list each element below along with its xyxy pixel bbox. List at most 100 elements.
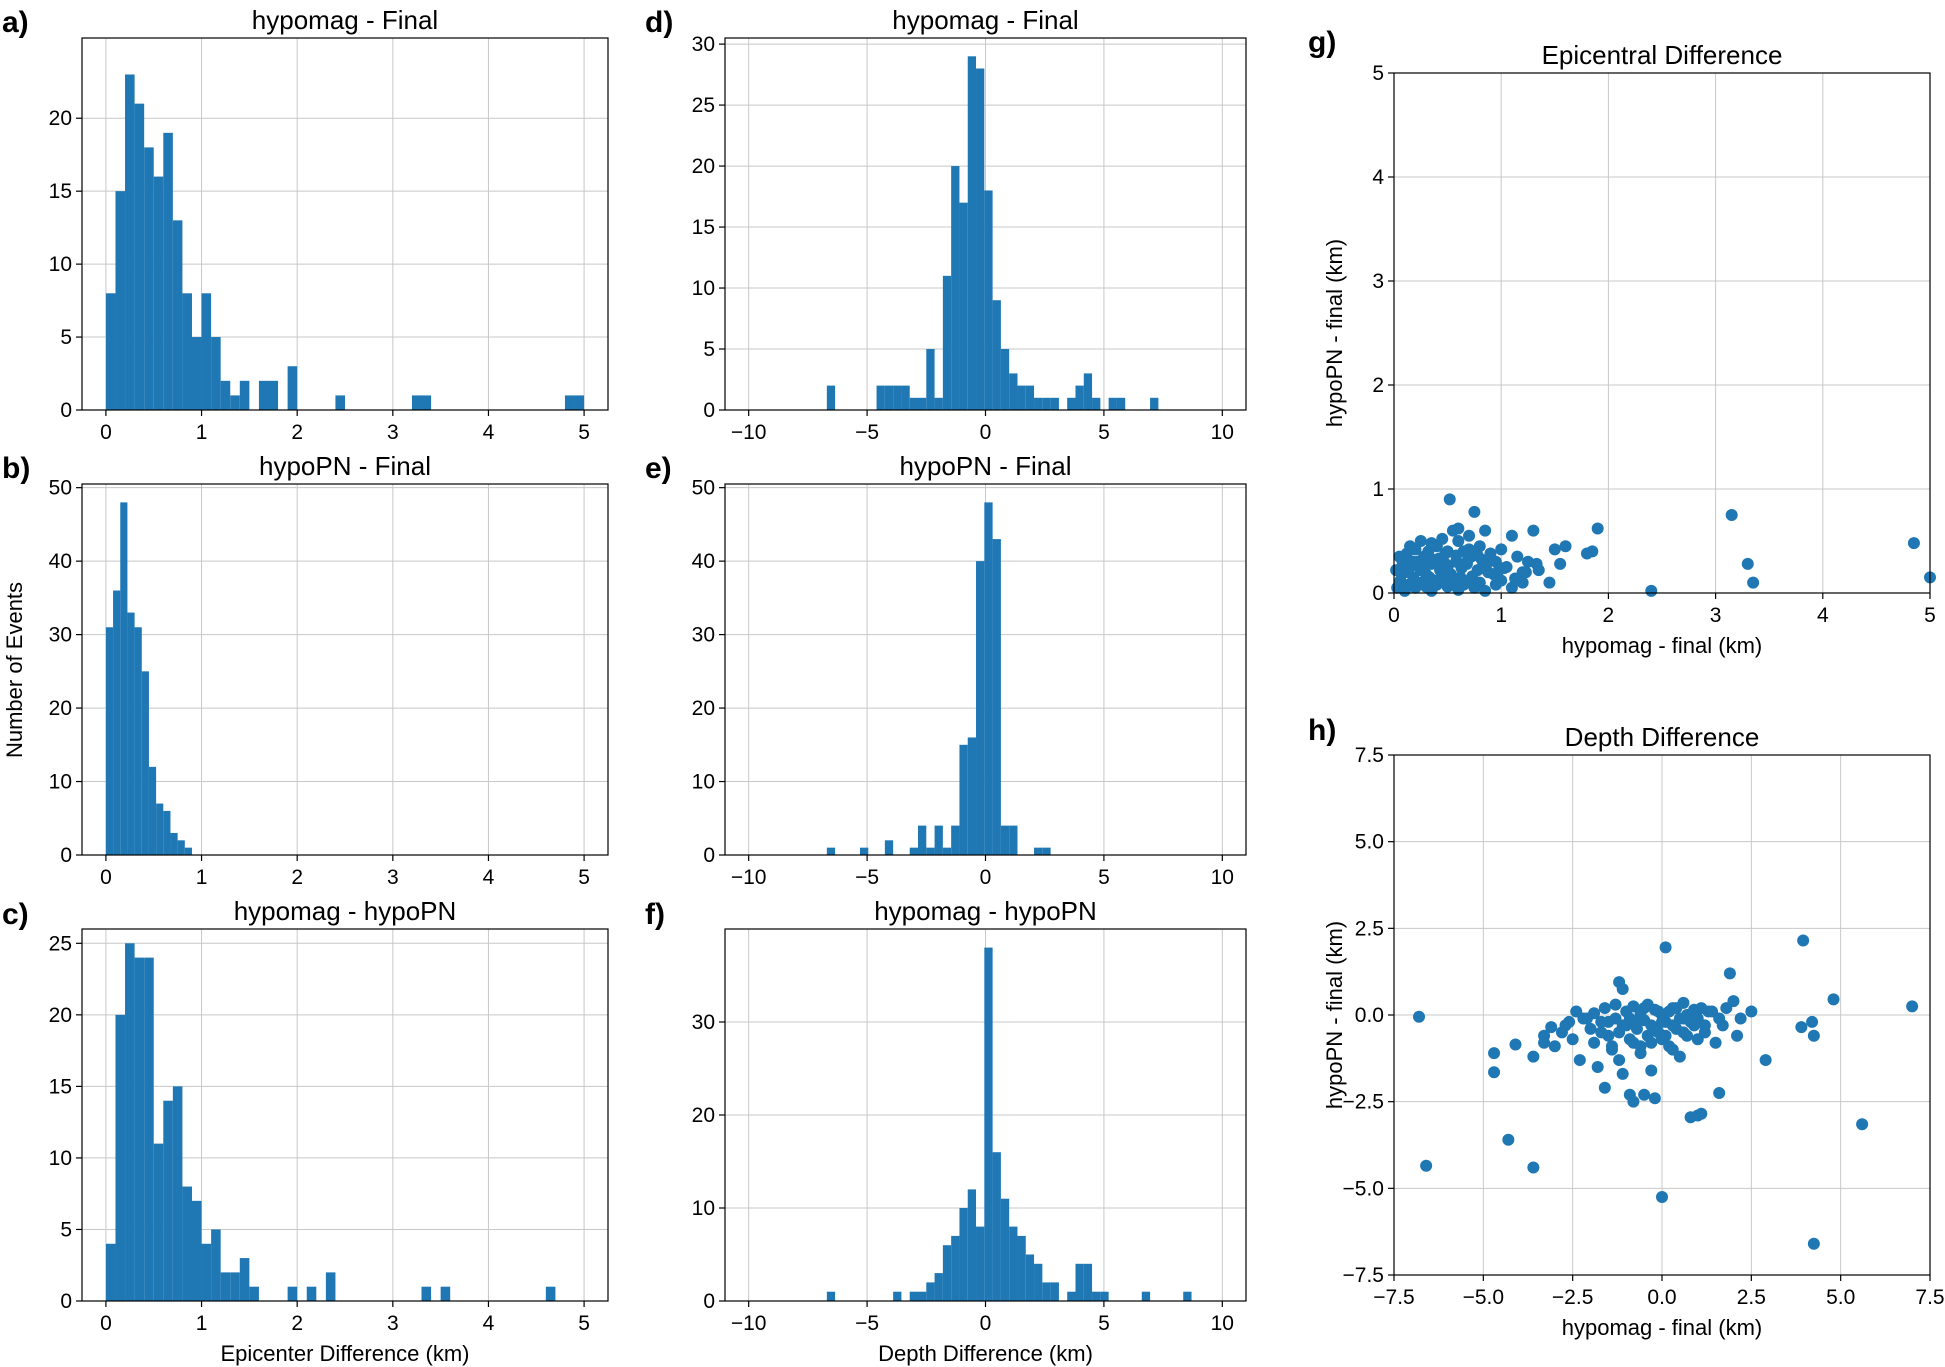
bar-a bbox=[191, 337, 202, 410]
bar-f bbox=[1075, 1263, 1084, 1301]
bar-d bbox=[826, 385, 836, 410]
bar-d bbox=[1025, 385, 1035, 410]
panel-h: −7.5 −5.0 −2.5 0.0 2.5 5.0 7.5 −7.5 −5.0 −2.5 0.0 2… bbox=[1308, 714, 1945, 1340]
bar-e bbox=[826, 847, 836, 855]
bar-f bbox=[934, 1273, 943, 1301]
point-h bbox=[1807, 1029, 1820, 1042]
bar-e bbox=[1034, 847, 1043, 855]
bar-b bbox=[148, 766, 157, 855]
xtick-label-g: 0 bbox=[1388, 604, 1400, 627]
bar-a bbox=[125, 74, 135, 411]
bar-d bbox=[909, 397, 919, 410]
bar-b bbox=[170, 832, 178, 855]
bar-f bbox=[826, 1291, 836, 1301]
bar-a bbox=[163, 132, 173, 410]
bar-f bbox=[1141, 1291, 1151, 1301]
xtick-label-e: 0 bbox=[980, 866, 992, 889]
xtick-label-b: 2 bbox=[291, 866, 303, 889]
ytick-label-a: 20 bbox=[49, 107, 72, 130]
point-h bbox=[1630, 1022, 1643, 1035]
xtick-label-a: 4 bbox=[483, 421, 495, 444]
point-g bbox=[1473, 540, 1486, 553]
point-g bbox=[1418, 559, 1431, 572]
xtick-label-e: −5 bbox=[855, 866, 879, 889]
point-g bbox=[1509, 572, 1522, 585]
point-h bbox=[1745, 1005, 1758, 1018]
bar-f bbox=[1083, 1263, 1093, 1301]
ytick-label-h: 5.0 bbox=[1355, 831, 1384, 854]
ytick-label-g: 5 bbox=[1372, 62, 1384, 85]
point-h bbox=[1906, 1000, 1919, 1013]
point-g bbox=[1479, 524, 1492, 537]
point-h bbox=[1645, 1036, 1658, 1049]
xtick-label-h: −7.5 bbox=[1373, 1286, 1414, 1309]
point-h bbox=[1856, 1118, 1869, 1131]
ylabel-h: hypoPN - final (km) bbox=[1322, 921, 1347, 1109]
bar-a bbox=[134, 103, 145, 410]
bar-f bbox=[1183, 1291, 1192, 1301]
bar-f bbox=[951, 1235, 960, 1301]
bar-d bbox=[1108, 397, 1117, 410]
ytick-label-g: 4 bbox=[1372, 166, 1384, 189]
xtick-label-g: 5 bbox=[1924, 604, 1936, 627]
bar-a bbox=[574, 395, 585, 410]
bar-c bbox=[230, 1272, 240, 1301]
bar-d bbox=[884, 385, 894, 410]
bar-b bbox=[127, 612, 135, 855]
ytick-label-h: 0.0 bbox=[1355, 1004, 1384, 1027]
xtick-label-h: 7.5 bbox=[1915, 1286, 1944, 1309]
point-h bbox=[1598, 1002, 1611, 1015]
xtick-label-c: 4 bbox=[483, 1312, 495, 1335]
bar-d bbox=[967, 56, 977, 411]
bar-b bbox=[105, 627, 114, 855]
bar-c bbox=[125, 943, 135, 1301]
bar-f bbox=[959, 1208, 968, 1301]
xtick-label-a: 1 bbox=[196, 421, 208, 444]
xtick-label-a: 3 bbox=[387, 421, 399, 444]
xtick-label-g: 4 bbox=[1817, 604, 1829, 627]
bar-a bbox=[220, 380, 231, 410]
point-g bbox=[1471, 549, 1484, 562]
point-h bbox=[1413, 1010, 1426, 1023]
bar-f bbox=[984, 947, 993, 1301]
point-h bbox=[1613, 1054, 1626, 1067]
point-g bbox=[1493, 564, 1506, 577]
bar-c bbox=[134, 957, 145, 1301]
bar-e bbox=[926, 847, 935, 855]
bar-f bbox=[893, 1291, 902, 1301]
point-g bbox=[1505, 529, 1518, 542]
shared-ylabel: Number of Events bbox=[2, 582, 27, 758]
xtick-label-g: 2 bbox=[1603, 604, 1615, 627]
point-h bbox=[1602, 1015, 1615, 1028]
point-h bbox=[1616, 1067, 1629, 1080]
title-g: Epicentral Difference bbox=[1542, 40, 1783, 70]
point-h bbox=[1545, 1021, 1558, 1034]
xtick-label-a: 0 bbox=[100, 421, 112, 444]
bar-d bbox=[893, 385, 902, 410]
bar-c bbox=[201, 1243, 212, 1301]
xtick-label-g: 1 bbox=[1495, 604, 1507, 627]
point-h bbox=[1698, 1019, 1711, 1032]
point-h bbox=[1806, 1015, 1819, 1028]
xtick-label-c: 3 bbox=[387, 1312, 399, 1335]
bar-e bbox=[984, 502, 993, 855]
xtick-label-d: −10 bbox=[731, 421, 767, 444]
bar-e bbox=[992, 539, 1001, 855]
panel-e: −10 −5 0 5 10 0 10 20 30 40 50 hypoPN - Final e) bbox=[645, 451, 1247, 889]
xtick-label-d: 0 bbox=[980, 421, 992, 444]
bar-e bbox=[918, 825, 927, 855]
bar-d bbox=[1009, 373, 1018, 410]
bar-d bbox=[1067, 397, 1076, 410]
title-a: hypomag - Final bbox=[252, 5, 438, 35]
point-g bbox=[1591, 522, 1604, 535]
xtick-label-b: 0 bbox=[100, 866, 112, 889]
point-h bbox=[1598, 1081, 1611, 1094]
bar-d bbox=[992, 300, 1001, 410]
bar-b bbox=[177, 840, 185, 855]
bar-a bbox=[421, 395, 432, 410]
ytick-label-h: −7.5 bbox=[1343, 1264, 1384, 1287]
bar-f bbox=[926, 1282, 935, 1301]
point-h bbox=[1638, 1088, 1651, 1101]
bar-f bbox=[1042, 1282, 1051, 1301]
